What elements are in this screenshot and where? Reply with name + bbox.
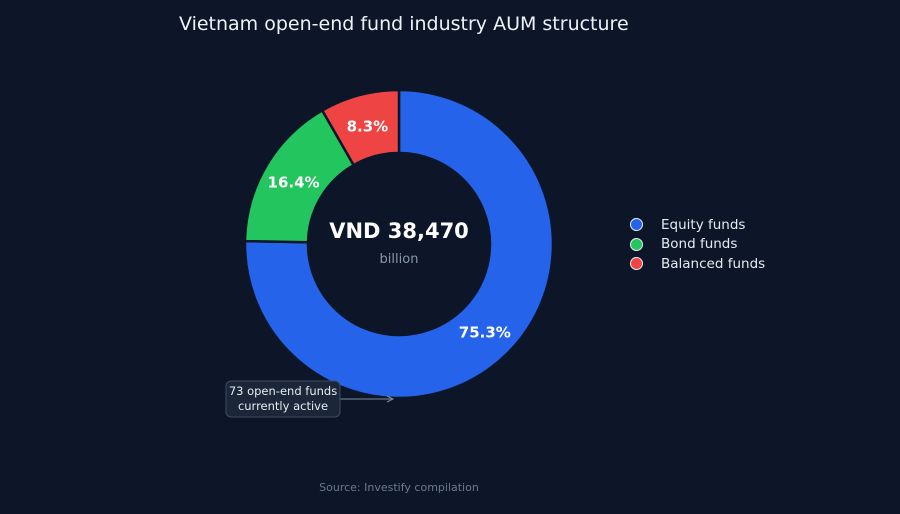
legend-swatch-balanced [630, 257, 643, 271]
legend-item-balanced-funds[interactable]: Balanced funds [630, 254, 765, 274]
legend-item-equity-funds[interactable]: Equity funds [630, 215, 765, 235]
source-note: Source: Investify compilation [319, 481, 479, 494]
donut-slices [243, 88, 555, 400]
legend-label-bond: Bond funds [661, 236, 738, 253]
center-total-value: VND 38,470 [329, 219, 469, 243]
chart-title: Vietnam open-end fund industry AUM struc… [179, 13, 629, 35]
donut-slice-balanced[interactable] [320, 88, 401, 167]
legend-label-balanced: Balanced funds [661, 255, 766, 272]
slice-labels: 75.3% 16.4% 8.3% [268, 118, 511, 342]
center-total-unit: billion [380, 252, 419, 267]
donut-slice-equity[interactable] [243, 88, 555, 400]
slice-label-equity: 75.3% [459, 323, 511, 341]
annotation-line-1: 73 open-end funds [229, 384, 337, 398]
annotation-callout: 73 open-end funds currently active [225, 380, 395, 418]
legend-item-bond-funds[interactable]: Bond funds [630, 235, 765, 255]
annotation-arrow-head [386, 395, 395, 403]
slice-label-balanced: 8.3% [347, 118, 389, 136]
annotation-box [225, 380, 341, 418]
legend-swatch-bond [630, 237, 643, 251]
annotation-line-2: currently active [238, 399, 328, 413]
legend-swatch-equity [630, 218, 643, 232]
slice-label-bond: 16.4% [268, 174, 320, 192]
legend-label-equity: Equity funds [661, 216, 746, 233]
legend: Equity funds Bond funds Balanced funds [630, 215, 765, 274]
